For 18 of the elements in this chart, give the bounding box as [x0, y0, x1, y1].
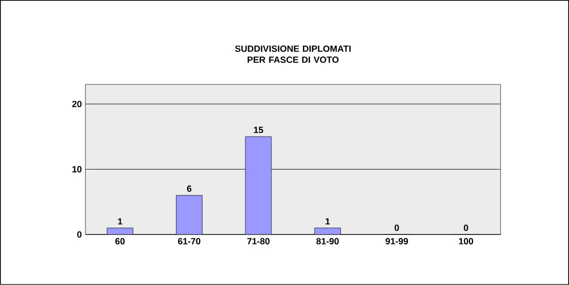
- x-tick-label: 100: [459, 238, 474, 244]
- data-label: 15: [254, 126, 264, 134]
- x-tick-label: 71-80: [247, 238, 270, 244]
- data-label: 6: [187, 185, 192, 192]
- data-label: 1: [326, 218, 330, 224]
- y-tick-label: 10: [72, 166, 82, 172]
- data-label: 1: [118, 218, 122, 224]
- x-tick-label: 91-99: [386, 238, 408, 244]
- x-tick-label: 81-90: [316, 238, 339, 244]
- bar: [176, 195, 202, 235]
- bar: [245, 136, 272, 235]
- x-tick-label: 61-70: [178, 238, 200, 244]
- y-tick-label: 20: [72, 100, 82, 108]
- y-tick-label: 0: [77, 231, 82, 238]
- data-label: 0: [394, 224, 399, 232]
- data-label: 0: [464, 224, 468, 232]
- x-tick-label: 60: [115, 238, 125, 244]
- chart-title: SUDDIVISIONE DIPLOMATI PER FASCE DI VOTO: [235, 46, 351, 63]
